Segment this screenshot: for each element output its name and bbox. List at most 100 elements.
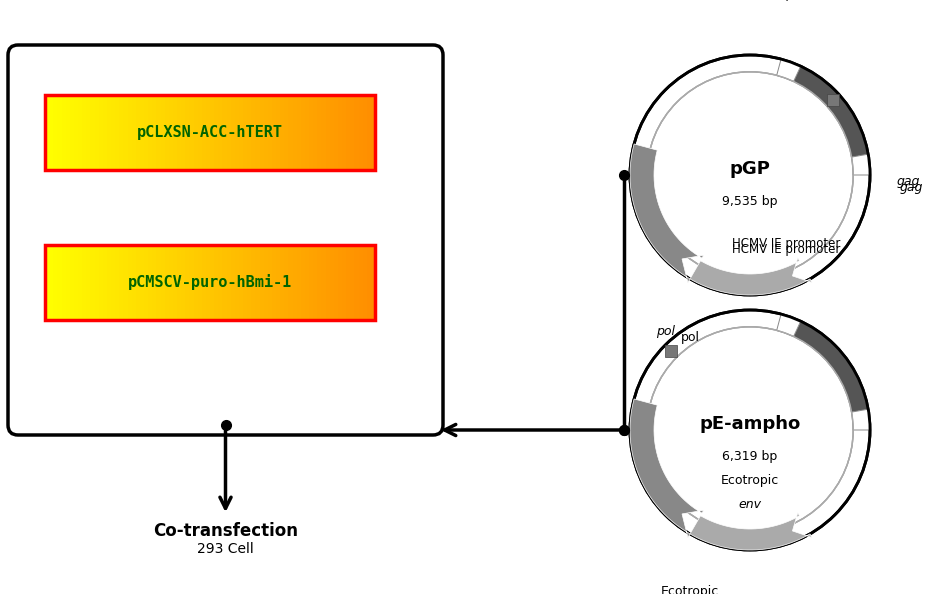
- Bar: [173, 245, 177, 320]
- Bar: [190, 245, 193, 320]
- Polygon shape: [690, 258, 812, 295]
- Bar: [214, 245, 218, 320]
- Bar: [247, 245, 251, 320]
- Bar: [119, 245, 124, 320]
- Bar: [665, 345, 677, 357]
- Bar: [78, 245, 82, 320]
- Bar: [325, 95, 330, 170]
- Bar: [309, 245, 313, 320]
- Bar: [45, 245, 49, 320]
- Bar: [301, 245, 305, 320]
- Bar: [177, 245, 181, 320]
- Bar: [367, 95, 371, 170]
- Bar: [115, 245, 119, 320]
- Polygon shape: [630, 399, 703, 538]
- Bar: [111, 245, 115, 320]
- Bar: [61, 245, 66, 320]
- Bar: [301, 95, 305, 170]
- Text: gag: gag: [900, 181, 923, 194]
- Bar: [61, 95, 66, 170]
- Polygon shape: [794, 321, 869, 412]
- Text: HCMV IE promoter: HCMV IE promoter: [732, 0, 840, 1]
- Bar: [231, 95, 235, 170]
- Text: HCMV IE promoter: HCMV IE promoter: [732, 237, 840, 250]
- Polygon shape: [777, 314, 801, 336]
- Bar: [313, 245, 317, 320]
- Text: HCMV IE promoter: HCMV IE promoter: [732, 243, 840, 256]
- Bar: [297, 95, 301, 170]
- Bar: [350, 95, 355, 170]
- Bar: [152, 95, 157, 170]
- Bar: [169, 245, 173, 320]
- Bar: [346, 245, 350, 320]
- Bar: [202, 95, 206, 170]
- Bar: [358, 245, 363, 320]
- Bar: [86, 245, 91, 320]
- Bar: [144, 95, 148, 170]
- Bar: [309, 95, 313, 170]
- Bar: [103, 95, 107, 170]
- Bar: [251, 95, 256, 170]
- Bar: [53, 95, 58, 170]
- Text: 9,535 bp: 9,535 bp: [722, 195, 778, 208]
- Bar: [99, 245, 103, 320]
- Bar: [322, 245, 325, 320]
- Bar: [181, 95, 185, 170]
- Bar: [251, 245, 256, 320]
- Bar: [45, 245, 375, 320]
- Circle shape: [630, 55, 870, 295]
- Bar: [827, 94, 839, 106]
- Bar: [70, 95, 74, 170]
- Bar: [193, 95, 198, 170]
- Bar: [346, 95, 350, 170]
- Polygon shape: [852, 154, 870, 175]
- Bar: [272, 95, 276, 170]
- Bar: [94, 245, 99, 320]
- Bar: [292, 245, 297, 320]
- Bar: [91, 245, 94, 320]
- Bar: [276, 245, 280, 320]
- Text: pol: pol: [656, 324, 675, 337]
- Circle shape: [647, 72, 853, 278]
- Bar: [160, 245, 165, 320]
- Bar: [313, 95, 317, 170]
- Bar: [317, 245, 322, 320]
- Bar: [190, 95, 193, 170]
- Bar: [256, 95, 259, 170]
- Bar: [363, 245, 367, 320]
- Bar: [334, 245, 338, 320]
- Bar: [214, 95, 218, 170]
- Bar: [185, 95, 190, 170]
- Bar: [284, 95, 289, 170]
- Bar: [66, 245, 70, 320]
- Bar: [338, 245, 342, 320]
- Bar: [198, 95, 202, 170]
- Bar: [210, 245, 214, 320]
- Bar: [78, 95, 82, 170]
- Text: pol: pol: [681, 330, 700, 343]
- Bar: [363, 95, 367, 170]
- Bar: [330, 95, 334, 170]
- Bar: [173, 95, 177, 170]
- Bar: [289, 95, 292, 170]
- Text: pCMSCV-puro-hBmi-1: pCMSCV-puro-hBmi-1: [128, 274, 292, 290]
- Bar: [45, 95, 49, 170]
- Bar: [91, 95, 94, 170]
- Bar: [247, 95, 251, 170]
- Bar: [49, 245, 53, 320]
- Bar: [317, 95, 322, 170]
- Bar: [280, 95, 284, 170]
- Bar: [223, 95, 226, 170]
- Bar: [206, 245, 210, 320]
- Bar: [330, 245, 334, 320]
- Bar: [177, 95, 181, 170]
- Bar: [82, 245, 86, 320]
- Text: env: env: [738, 498, 762, 511]
- Bar: [322, 95, 325, 170]
- Bar: [107, 95, 111, 170]
- Bar: [292, 95, 297, 170]
- Bar: [280, 245, 284, 320]
- Bar: [210, 95, 214, 170]
- Circle shape: [630, 310, 870, 550]
- Bar: [297, 245, 301, 320]
